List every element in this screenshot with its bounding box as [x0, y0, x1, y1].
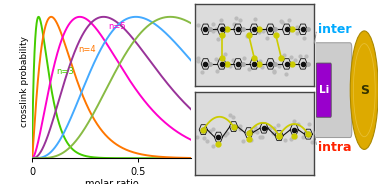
X-axis label: molar ratio: molar ratio [85, 179, 138, 184]
FancyBboxPatch shape [316, 63, 331, 117]
Ellipse shape [350, 31, 378, 149]
Text: intra: intra [318, 141, 351, 154]
Text: inter: inter [318, 23, 351, 36]
Text: n=3: n=3 [56, 67, 74, 76]
Text: Li: Li [319, 85, 329, 95]
Text: n=5: n=5 [108, 22, 126, 31]
FancyBboxPatch shape [314, 43, 352, 138]
Text: n=4: n=4 [79, 45, 96, 54]
Text: S: S [360, 84, 369, 97]
Y-axis label: crosslink probability: crosslink probability [20, 36, 29, 127]
